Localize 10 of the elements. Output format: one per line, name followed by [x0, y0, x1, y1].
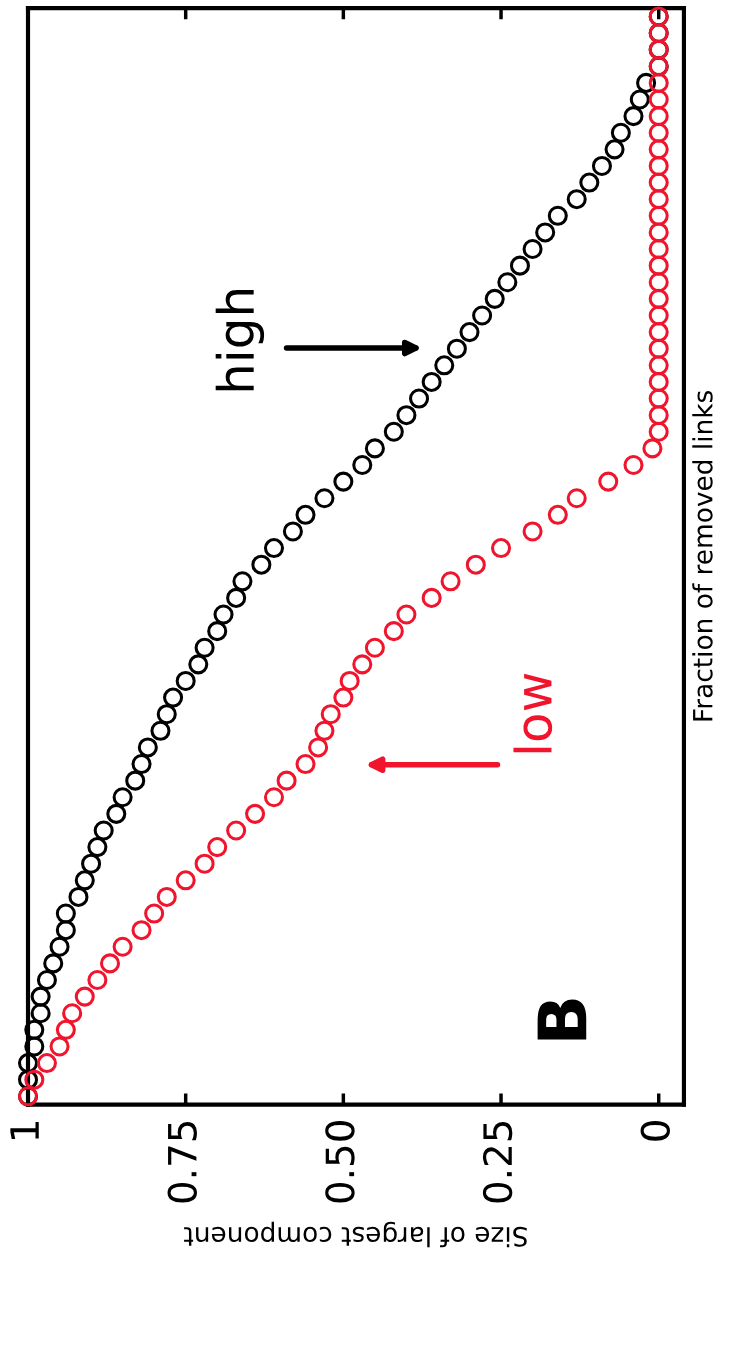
- x-tick-label: 0.75: [167, 1121, 197, 1203]
- annotation: high: [215, 290, 265, 391]
- annotation: B: [537, 999, 587, 1040]
- x-tick-label: 0.25: [482, 1121, 513, 1203]
- x-tick-label: 0: [640, 1121, 670, 1141]
- x-tick-label: 1: [10, 1122, 39, 1139]
- y-axis-title: Fraction of removed links: [692, 391, 713, 721]
- annotation: low: [513, 673, 553, 753]
- x-tick-label: 0.50: [325, 1121, 355, 1203]
- x-axis-title: Size of largest component: [184, 1221, 527, 1248]
